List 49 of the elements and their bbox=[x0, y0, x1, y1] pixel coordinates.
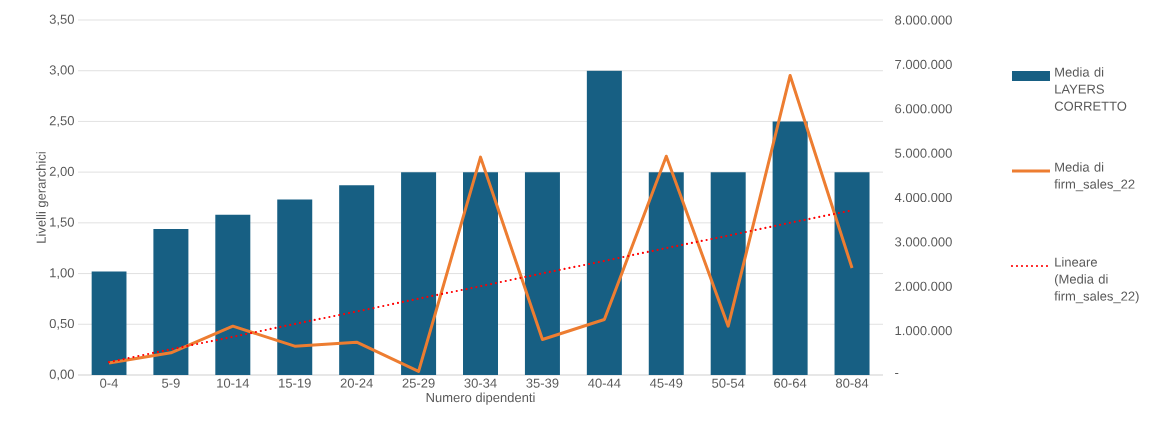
bar bbox=[834, 172, 870, 375]
y-tick-label: 0,50 bbox=[49, 318, 74, 330]
x-tick-label: 60-64 bbox=[774, 378, 807, 388]
x-tick-label: 15-19 bbox=[279, 378, 311, 388]
bar bbox=[91, 271, 127, 375]
x-tick-label: 10-14 bbox=[217, 378, 250, 388]
y2-tick-label: 5.000.000 bbox=[895, 148, 952, 158]
x-tick-label: 25-29 bbox=[402, 378, 435, 388]
y-tick-label: 2,50 bbox=[49, 116, 74, 127]
bar bbox=[153, 228, 189, 375]
bar bbox=[401, 172, 437, 375]
legend-label: Media di firm_sales_22 bbox=[1054, 162, 1135, 192]
bar bbox=[339, 185, 375, 375]
y-tick-label: 2,00 bbox=[49, 166, 74, 178]
y-tick-label: 3,50 bbox=[49, 14, 74, 26]
bar bbox=[710, 172, 746, 375]
x-axis-title: Numero dipendenti bbox=[426, 392, 535, 405]
line-series bbox=[107, 73, 854, 373]
bar bbox=[463, 172, 499, 375]
x-tick-label: 5-9 bbox=[162, 378, 180, 388]
bar bbox=[524, 172, 560, 375]
y-axis-title: Livelli gerarchici bbox=[36, 152, 49, 243]
bar bbox=[772, 121, 808, 375]
x-tick-label: 40-44 bbox=[588, 378, 621, 388]
legend-label: Media di LAYERS CORRETTO bbox=[1054, 67, 1127, 111]
bar bbox=[215, 214, 251, 375]
x-tick-label: 30-34 bbox=[464, 378, 497, 388]
legend-label: Lineare (Media di firm_sales_22) bbox=[1054, 257, 1139, 304]
y2-tick-label: 1.000.000 bbox=[895, 326, 952, 336]
y-tick-label: 1,00 bbox=[50, 268, 74, 279]
y2-tick-label: 7.000.000 bbox=[895, 59, 952, 69]
bar bbox=[648, 172, 684, 375]
x-tick-label: 80-84 bbox=[835, 378, 869, 388]
y-tick-label: 3,00 bbox=[49, 65, 74, 77]
y2-tick-label: 6.000.000 bbox=[895, 104, 952, 114]
x-tick-label: 50-54 bbox=[712, 378, 745, 388]
x-tick-label: 0-4 bbox=[100, 378, 118, 388]
y2-tick-label: 8.000.000 bbox=[895, 15, 952, 25]
bar bbox=[586, 70, 622, 375]
x-tick-label: 45-49 bbox=[649, 378, 683, 388]
y-tick-label: 0,00 bbox=[49, 369, 74, 381]
x-tick-label: 20-24 bbox=[340, 378, 373, 388]
y2-tick-label: 4.000.000 bbox=[894, 192, 952, 203]
y2-tick-label: - bbox=[895, 373, 899, 375]
y2-tick-label: 2.000.000 bbox=[895, 281, 952, 291]
x-tick-label: 35-39 bbox=[526, 378, 559, 388]
y2-tick-label: 3.000.000 bbox=[895, 237, 952, 247]
bar bbox=[277, 199, 313, 375]
y-tick-label: 1,50 bbox=[50, 217, 74, 229]
